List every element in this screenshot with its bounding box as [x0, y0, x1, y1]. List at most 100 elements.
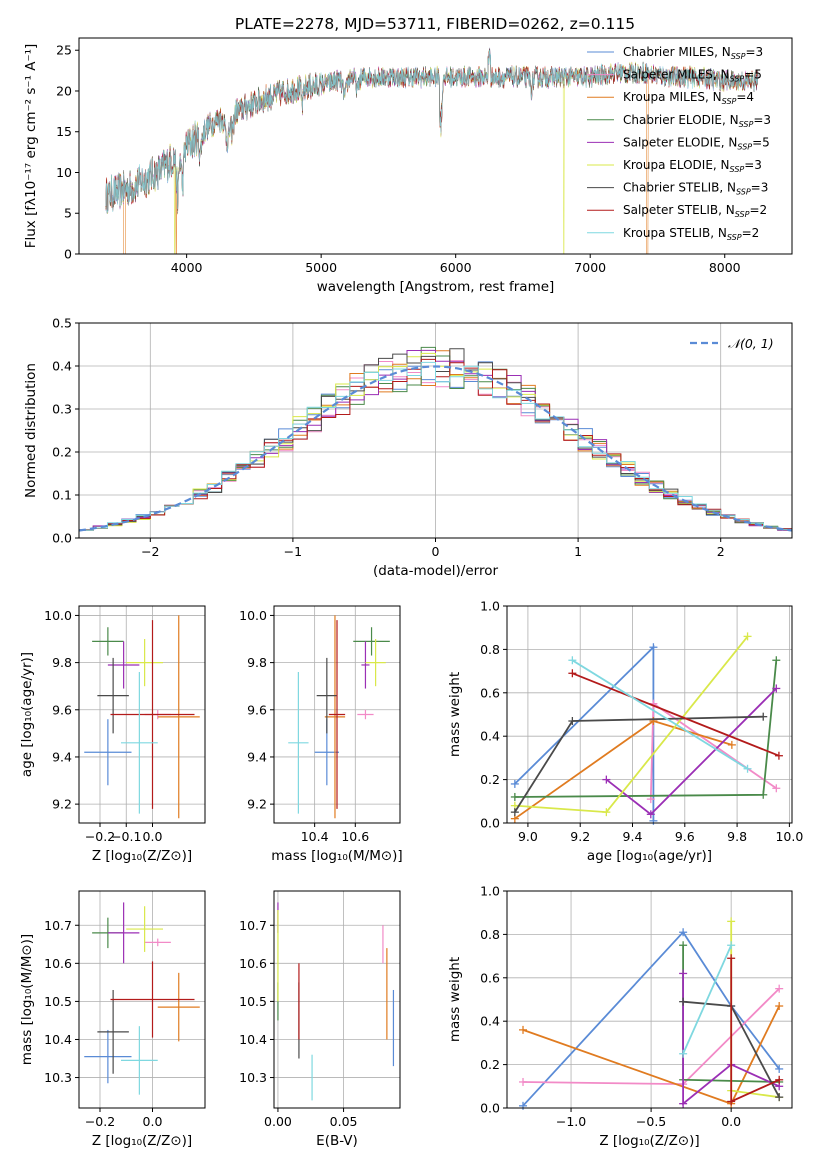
legend-entry: Salpeter MILES, NSSP=5	[623, 68, 762, 84]
x-tick-label: 6000	[440, 260, 472, 275]
x-tick-label: 10.6	[341, 829, 369, 844]
y-tick-label: 0.1	[52, 488, 72, 503]
mass-weight-line	[682, 944, 733, 1055]
spectrum-line-kroupa-stelib	[105, 49, 759, 214]
mass-weight-vs-age-axes: 9.0 9.2 9.4 9.6 9.8 10.0 0.0 0.2 0.4 0.6 0.8 1.0 age…	[447, 599, 803, 865]
x-tick-label: 0.0	[721, 1114, 741, 1129]
mass-weight-series-kroupa-stelib	[679, 941, 736, 1058]
x-tick-label: −1.0	[556, 1114, 586, 1129]
errorbar-kroupa-elodie	[126, 906, 163, 952]
errorbar-chabrier-elodie	[92, 627, 124, 656]
legend-entry: Chabrier MILES, NSSP=3	[623, 45, 763, 61]
mass-vs-Z-axes: −0.2 0.0 10.3 10.4 10.5 10.6 10.7 Z [log₁₀(Z/Z⊙…	[19, 890, 206, 1149]
mass-weight-line	[522, 930, 780, 1107]
x-axis-label: Z [log₁₀(Z/Z⊙)]	[92, 848, 192, 864]
residual-histogram-axes: −2 −1 0 1 2 0.0 0.1 0.2 0.3 0.4 0.5 (data-model)/er…	[23, 316, 793, 579]
mass-weight-line	[514, 720, 733, 820]
x-tick-label: 9.2	[570, 829, 590, 844]
errorbar-chabrier-miles	[84, 1029, 132, 1084]
y-axis-label: Flux [fλ10⁻¹⁷ erg cm⁻² s⁻¹ A⁻¹]	[23, 44, 39, 249]
x-tick-label: 10.4	[301, 829, 329, 844]
legend-entry: Chabrier STELIB, NSSP=3	[623, 181, 768, 197]
x-tick-label: 1	[574, 544, 582, 559]
y-tick-label: 9.6	[52, 702, 72, 717]
errorbar-kroupa-stelib	[288, 672, 309, 814]
errorbar-kroupa-elodie	[126, 639, 163, 687]
mass-weight-series-kroupa-stelib	[568, 656, 752, 773]
y-tick-label: 15	[56, 124, 72, 139]
mass-weight-series-kroupa-elodie	[510, 632, 752, 817]
axes-frame	[273, 890, 401, 1109]
errorbar-chabrier-elodie	[353, 627, 390, 656]
errorbar-salpeter-elodie	[361, 641, 370, 689]
y-tick-label: 9.4	[247, 749, 267, 764]
y-tick-label: 0.0	[480, 1101, 500, 1116]
mass-weight-line	[682, 973, 780, 1106]
axes-frame	[506, 605, 793, 824]
spectrum-series-group	[105, 47, 759, 254]
legend-entry: Chabrier ELODIE, NSSP=3	[623, 113, 771, 129]
mass-weight-line	[571, 659, 749, 770]
x-axis-label: Z [log₁₀(Z/Z⊙)]	[92, 1133, 192, 1149]
y-tick-label: 10.6	[239, 956, 267, 971]
y-axis-label: mass weight	[447, 672, 463, 757]
y-tick-label: 9.8	[52, 655, 72, 670]
errorbar-salpeter-stelib	[110, 961, 195, 1038]
age-vs-mass-axes: 10.4 10.6 9.2 9.4 9.6 9.8 10.0 mass [log₁₀(M/M⊙…	[239, 605, 403, 864]
mass-weight-series-kroupa-miles	[510, 717, 736, 823]
y-tick-label: 9.8	[247, 655, 267, 670]
axes-frame	[78, 890, 206, 1109]
x-tick-label: 9.4	[623, 829, 643, 844]
y-tick-label: 0.4	[52, 359, 72, 374]
y-tick-label: 0.6	[480, 685, 500, 700]
y-tick-label: 10.7	[44, 918, 72, 933]
spectrum-axes: 4000 5000 6000 7000 8000 0 5 10 15 20 25 wavelength…	[23, 37, 793, 295]
legend-entry: 𝒩(0, 1)	[728, 336, 774, 351]
y-tick-label: 10.0	[44, 608, 72, 623]
y-tick-label: 0.8	[480, 927, 500, 942]
x-tick-label: −1	[284, 544, 302, 559]
x-tick-label: 4000	[171, 260, 203, 275]
y-tick-label: 10.6	[44, 956, 72, 971]
axes-frame	[273, 605, 401, 824]
y-tick-label: 10	[56, 165, 72, 180]
x-axis-label: Z [log₁₀(Z/Z⊙)]	[599, 1133, 699, 1149]
mass-weight-series-kroupa-elodie	[727, 917, 784, 1102]
y-tick-label: 20	[56, 83, 72, 98]
y-tick-label: 25	[56, 43, 72, 58]
legend-entry: Salpeter STELIB, NSSP=2	[623, 203, 767, 219]
y-tick-label: 1.0	[480, 599, 500, 614]
y-tick-label: 9.2	[247, 797, 267, 812]
mass-weight-line	[514, 635, 749, 814]
x-tick-label: −0.2	[85, 1114, 115, 1129]
y-axis-label: mass [log₁₀(M/M⊙)]	[19, 934, 35, 1065]
spectrum-legend: Chabrier MILES, NSSP=3 Salpeter MILES, NS…	[587, 45, 771, 242]
mass-weight-series-salpeter-stelib	[727, 954, 784, 1106]
x-tick-label: −0.2	[85, 829, 115, 844]
y-tick-label: 0.0	[52, 531, 72, 546]
x-tick-label: 9.6	[675, 829, 695, 844]
mass-weight-line	[730, 921, 780, 1099]
legend-entry: Salpeter ELODIE, NSSP=5	[623, 135, 770, 151]
y-tick-label: 10.5	[44, 994, 72, 1009]
age-vs-Z-axes: −0.2−0.1 0.0 9.2 9.4 9.6 9.8 10.0 Z [log₁₀(Z/Z⊙…	[19, 605, 206, 864]
errorbar-chabrier-stelib	[97, 657, 129, 734]
x-tick-label: 7000	[574, 260, 606, 275]
y-tick-label: 0	[64, 247, 72, 262]
y-tick-label: 0.2	[480, 1057, 500, 1072]
errorbar-kroupa-miles	[157, 972, 200, 1042]
page-title: PLATE=2278, MJD=53711, FIBERID=0262, z=0…	[235, 15, 635, 33]
y-tick-label: 1.0	[480, 884, 500, 899]
y-tick-label: 0.8	[480, 642, 500, 657]
x-axis-label: mass [log₁₀(M/M⊙)]	[271, 848, 402, 864]
y-axis-label: mass weight	[447, 957, 463, 1042]
x-tick-label: 9.0	[518, 829, 538, 844]
x-axis-label: E(B-V)	[316, 1133, 358, 1149]
y-axis-label: Normed distribution	[23, 363, 39, 498]
y-tick-label: 10.0	[239, 608, 267, 623]
x-axis-label: (data-model)/error	[373, 563, 499, 579]
x-tick-label: 9.8	[727, 829, 747, 844]
errorbar-chabrier-stelib	[316, 657, 337, 734]
mass-weight-series-chabrier-stelib	[510, 712, 768, 817]
